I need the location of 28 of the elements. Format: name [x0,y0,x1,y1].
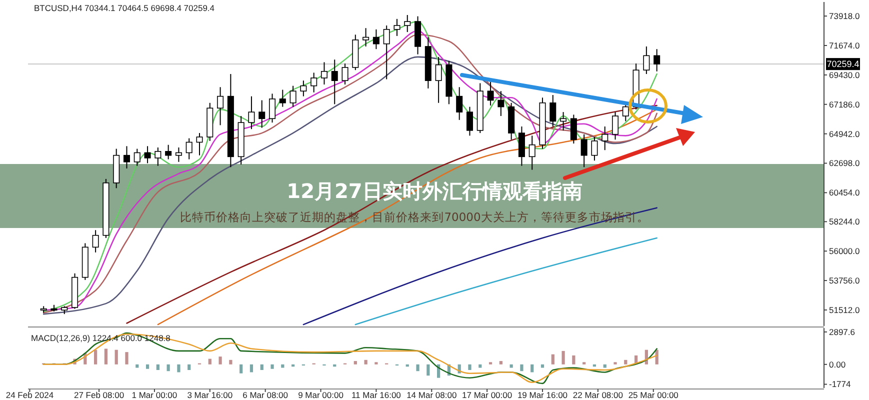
y-tick-label: 58244.0 [829,216,860,227]
y-tick-label: 60454.0 [829,188,860,198]
x-tick-label: 24 Feb 2024 [6,390,54,400]
x-tick-label: 25 Mar 00:00 [628,390,679,400]
x-tick-label: 3 Mar 16:00 [187,390,233,400]
y-tick-label: 71674.0 [829,40,860,50]
y-tick-label: 2897.6 [829,326,856,337]
x-tick-label: 27 Feb 08:00 [74,390,124,400]
x-tick-label: 22 Mar 08:00 [572,390,624,400]
x-tick-label: 11 Mar 16:00 [351,390,402,400]
x-tick-label: 9 Mar 00:00 [298,390,344,400]
y-tick-label: 0.00 [829,359,846,370]
y-tick-label: 64942.0 [829,128,860,139]
x-tick-label: 6 Mar 08:00 [242,390,288,400]
y-tick-label: 62698.0 [829,158,860,168]
ref-line-label: 70259.4 [826,59,860,70]
y-tick-label: 56000.0 [829,246,860,256]
y-tick-label: 53756.0 [829,276,860,286]
y-tick-label: 73918.0 [829,11,860,22]
annotation: BTCUSD,H4 70344.1 70464.5 69698.4 70259.4 [34,3,215,13]
x-tick-label: 1 Mar 00:00 [132,390,178,400]
y-tick-label: 67186.0 [829,99,860,110]
x-tick-label: 19 Mar 16:00 [517,390,568,400]
y-tick-label: -1774 [829,379,852,390]
x-tick-label: 17 Mar 00:00 [462,390,512,400]
y-tick-label: 69430.0 [829,70,860,80]
y-tick-label: 51512.0 [829,304,860,315]
x-tick-label: 14 Mar 08:00 [406,390,457,400]
